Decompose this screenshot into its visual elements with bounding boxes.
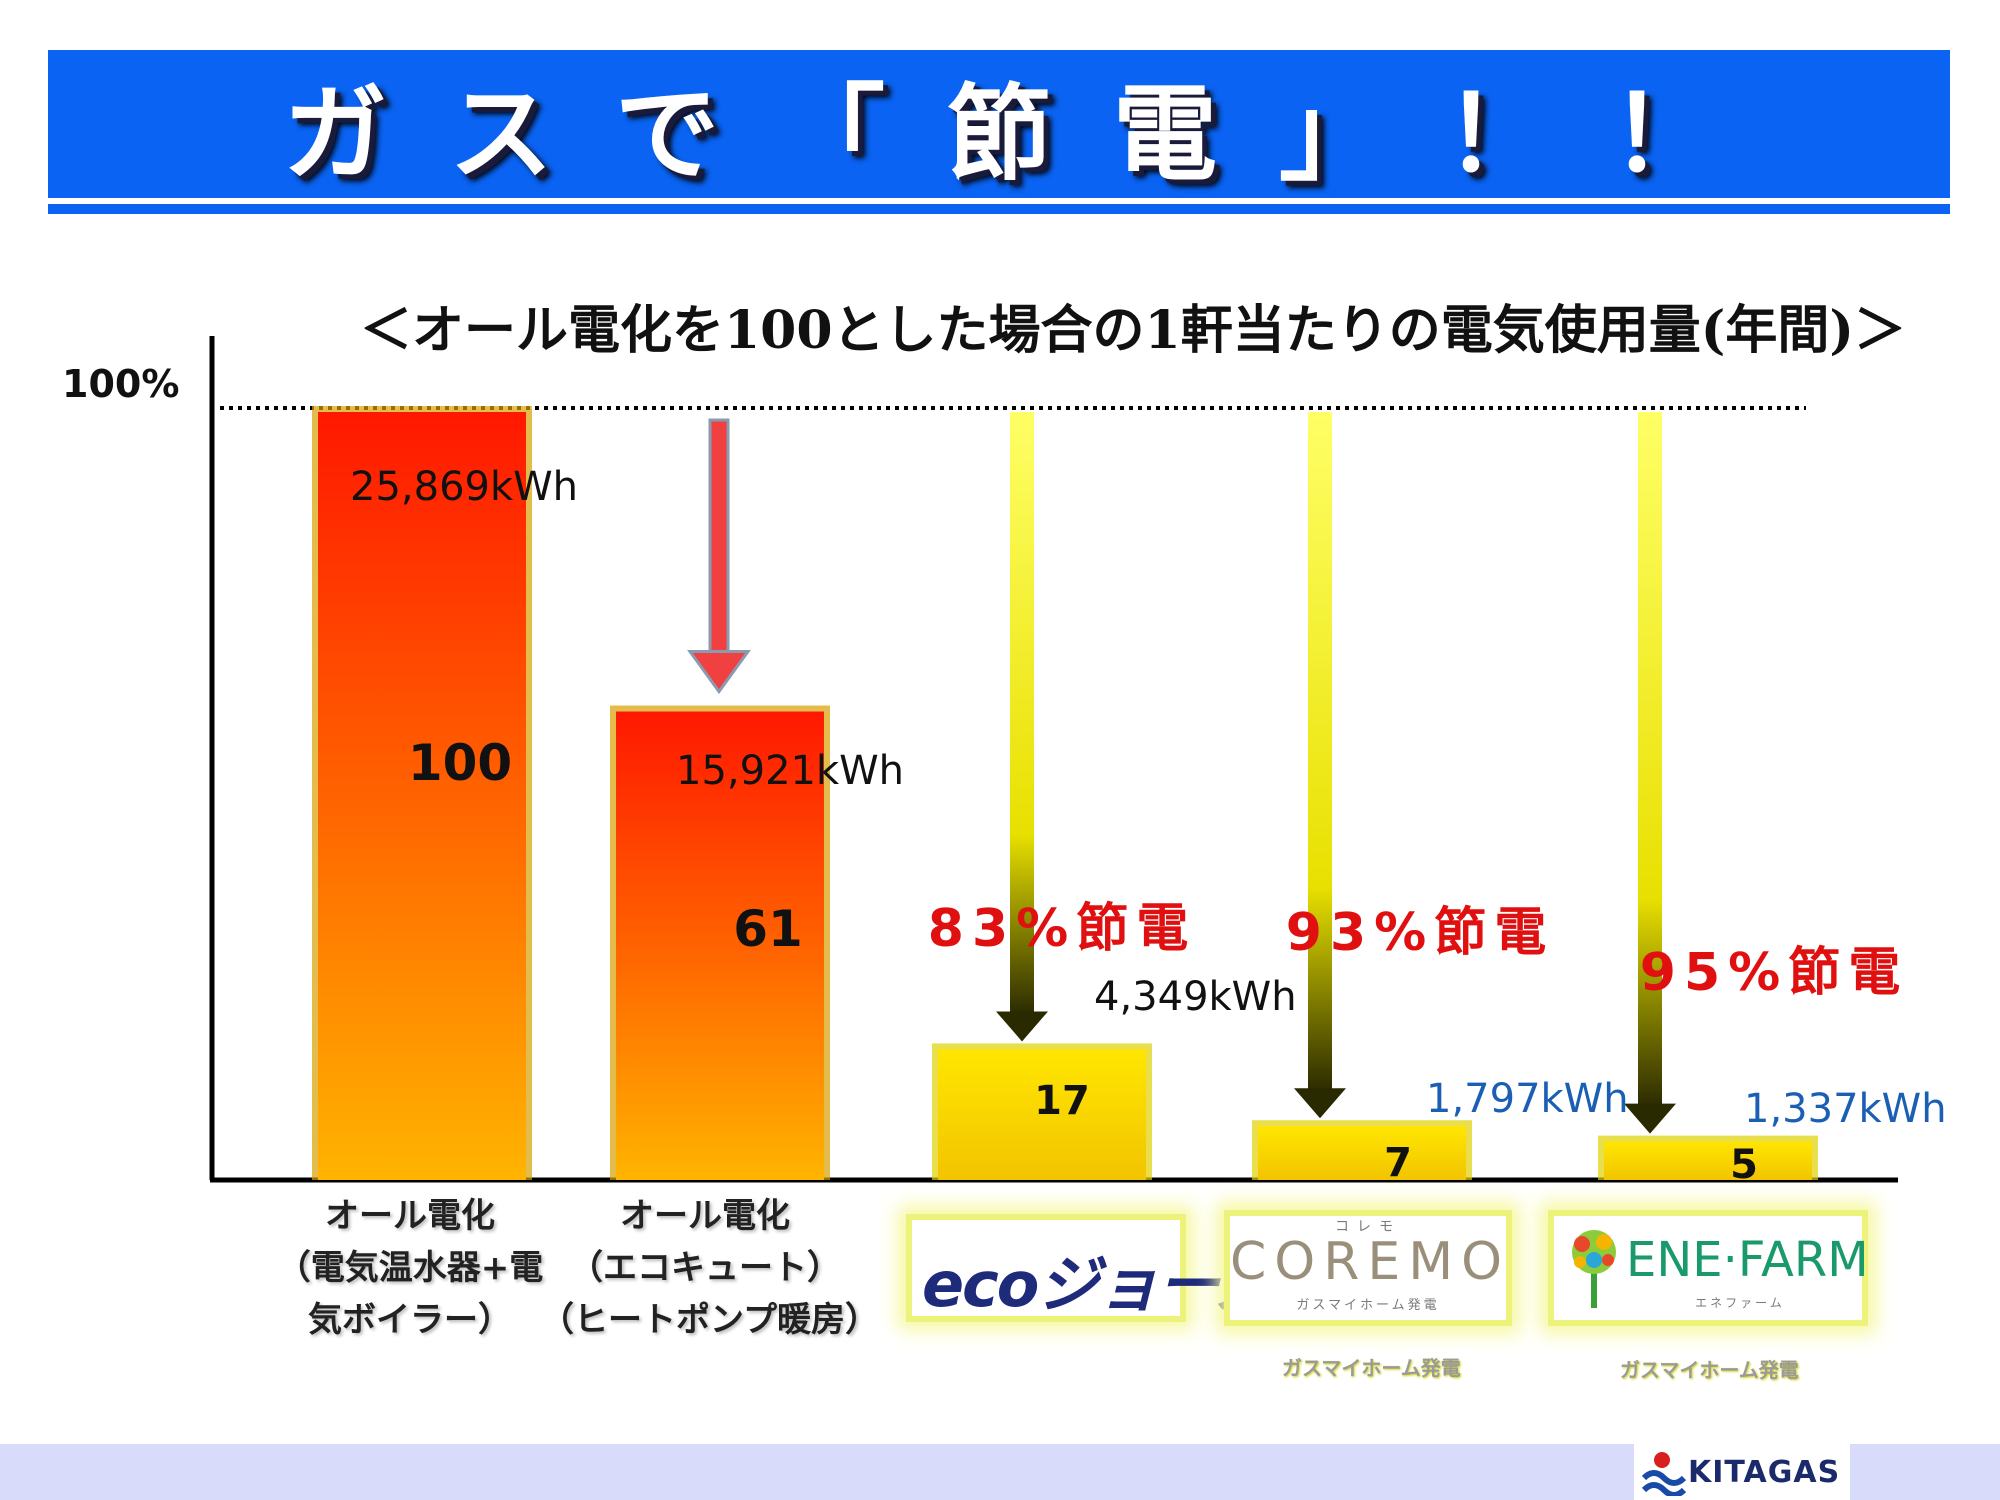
value-label-4: 7: [1384, 1140, 1412, 1186]
category-label-1: オール電化 （電気温水器+電 気ボイラー）: [250, 1190, 570, 1346]
saving-arrow-head-5: [1624, 1103, 1676, 1134]
kwh-label-5: 1,337kWh: [1744, 1086, 1947, 1132]
kwh-label-1: 25,869kWh: [350, 464, 578, 510]
value-label-5: 5: [1730, 1142, 1758, 1188]
ene-farm-caption: ガスマイホーム発電: [1620, 1358, 1799, 1382]
bar-2: [616, 711, 824, 1180]
bar-group: [312, 406, 1818, 1180]
bar-4: [1258, 1126, 1466, 1180]
chart-title: ＜オール電化を100とした場合の1軒当たりの電気使用量(年間)＞: [360, 300, 1906, 361]
kwh-label-2: 15,921kWh: [676, 748, 904, 794]
value-label-2: 61: [733, 900, 803, 958]
saving-arrow-shaft-3: [1010, 412, 1034, 1016]
coremo-logo: コレモ COREMO ガスマイホーム発電: [1224, 1210, 1512, 1326]
coremo-caption: ガスマイホーム発電: [1282, 1356, 1461, 1380]
category-label-2-line3: （ヒートポンプ暖房）: [540, 1300, 879, 1340]
coremo-logo-text: COREMO: [1230, 1232, 1511, 1292]
eco-jozu-logo: ecoジョーズ: [906, 1214, 1276, 1322]
y-axis-max-label: 100%: [62, 362, 180, 406]
eco-jozu-logo-text: ecoジョーズ: [922, 1248, 1276, 1321]
ene-farm-logo: ENE·FARM エネファーム: [1548, 1210, 1869, 1326]
coremo-subtext: ガスマイホーム発電: [1296, 1298, 1440, 1313]
kitagas-logo: KITAGAS: [1634, 1444, 1850, 1500]
saving-label-3: 83%節電: [928, 899, 1196, 959]
category-label-1-line3: 気ボイラー）: [308, 1300, 512, 1340]
category-label-2: オール電化 （エコキュート） （ヒートポンプ暖房）: [540, 1190, 879, 1346]
category-label-2-line1: オール電化: [620, 1196, 790, 1236]
kitagas-logo-text: KITAGAS: [1688, 1454, 1841, 1490]
category-label-1-line2: （電気温水器+電: [276, 1248, 544, 1288]
title-banner: ガスで「節電」！！: [48, 50, 1950, 198]
saving-arrow-shaft-5: [1638, 412, 1662, 1108]
saving-arrow-shaft-4: [1308, 412, 1332, 1093]
kitagas-mark-icon: [1641, 1452, 1686, 1496]
coremo-kana: コレモ: [1335, 1219, 1401, 1235]
ene-farm-kana: エネファーム: [1695, 1296, 1785, 1310]
reduction-arrow-shaft: [708, 418, 730, 654]
saving-arrow-head-4: [1294, 1088, 1346, 1119]
bar-labels: 10025,869kWh6115,921kWh174,349kWh83%節電71…: [350, 464, 1947, 1188]
kwh-label-3: 4,349kWh: [1094, 974, 1297, 1020]
value-label-1: 100: [408, 734, 512, 792]
tree-icon: [1572, 1230, 1616, 1308]
reduction-arrow-head: [687, 650, 751, 695]
value-label-3: 17: [1034, 1078, 1090, 1124]
saving-label-5: 95%節電: [1640, 943, 1908, 1003]
kwh-label-4: 1,797kWh: [1426, 1076, 1629, 1122]
saving-arrow-head-3: [996, 1011, 1048, 1042]
bar-3: [938, 1049, 1146, 1180]
saving-label-4: 93%節電: [1286, 903, 1554, 963]
bar-1: [318, 412, 526, 1180]
ene-farm-logo-text: ENE·FARM: [1626, 1232, 1869, 1288]
page-title: ガスで「節電」！！: [282, 72, 1777, 195]
savings-arrows: [687, 412, 1676, 1134]
category-label-1-line1: オール電化: [325, 1196, 495, 1236]
category-label-2-line2: （エコキュート）: [569, 1248, 841, 1288]
bar-5: [1604, 1141, 1812, 1180]
banner-underline: [48, 204, 1950, 214]
